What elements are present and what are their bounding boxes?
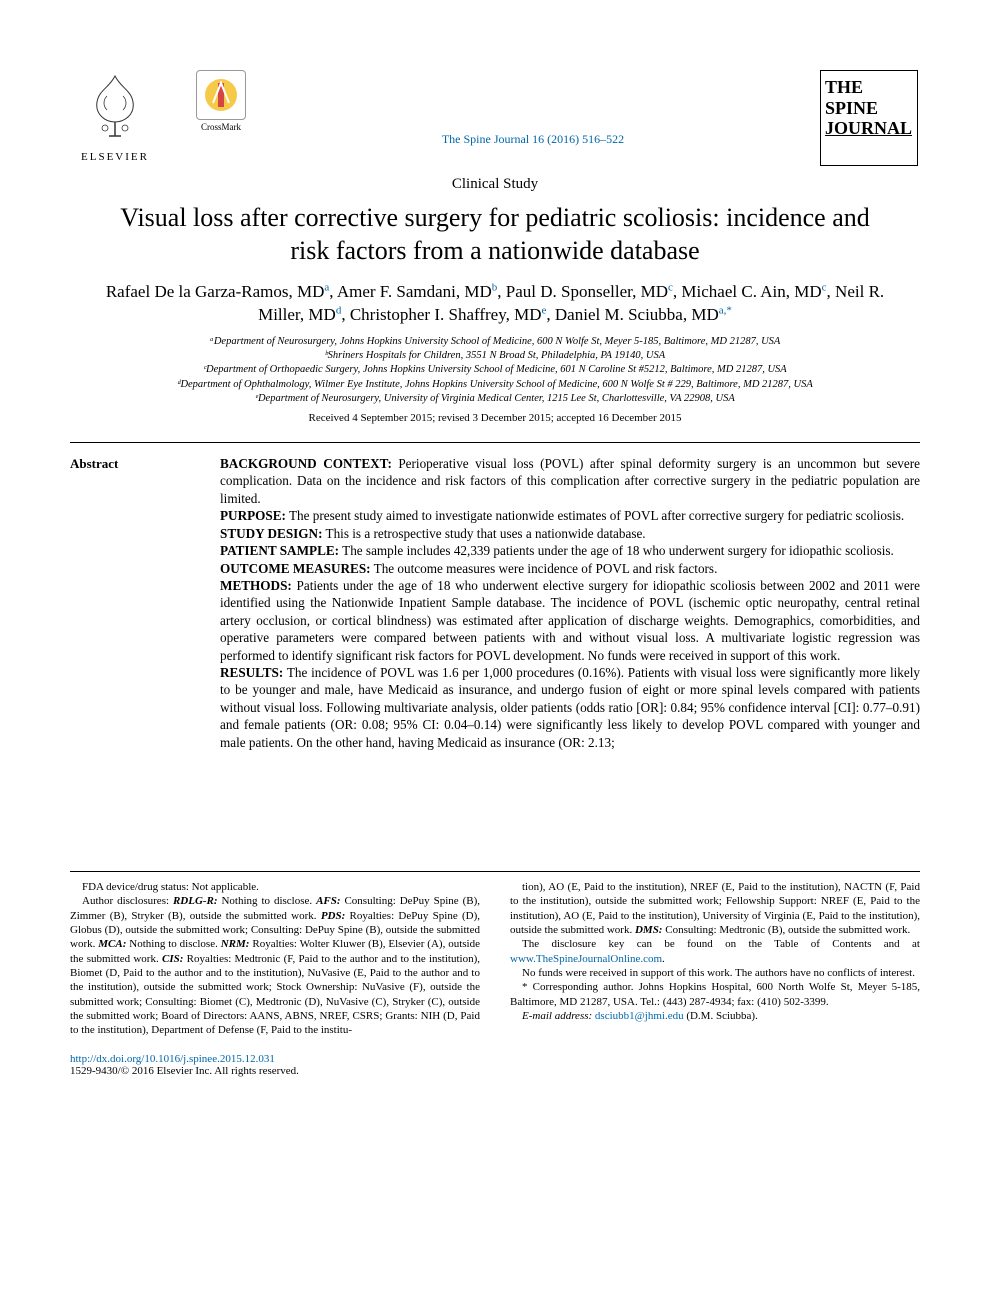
- article-dates: Received 4 September 2015; revised 3 Dec…: [70, 412, 920, 424]
- journal-reference-link[interactable]: The Spine Journal 16 (2016) 516–522: [442, 132, 624, 146]
- footnote-col-left: FDA device/drug status: Not applicable.A…: [70, 880, 480, 1037]
- journal-logo-line-2: SPINE: [825, 98, 913, 119]
- affiliations: ᵃDepartment of Neurosurgery, Johns Hopki…: [90, 335, 900, 406]
- publisher-label: ELSEVIER: [70, 151, 160, 163]
- journal-reference-area: The Spine Journal 16 (2016) 516–522: [246, 70, 820, 148]
- publisher-logo: ELSEVIER: [70, 70, 160, 163]
- abstract-body: BACKGROUND CONTEXT: Perioperative visual…: [220, 455, 920, 751]
- journal-logo-line-1: THE: [825, 77, 913, 98]
- footnote-col-right: tion), AO (E, Paid to the institution), …: [510, 880, 920, 1037]
- elsevier-tree-icon: [79, 70, 151, 142]
- journal-logo-line-3: JOURNAL: [825, 118, 913, 139]
- article-title: Visual loss after corrective surgery for…: [100, 201, 890, 268]
- abstract-block: Abstract BACKGROUND CONTEXT: Perioperati…: [70, 455, 920, 751]
- journal-logo: THE SPINE JOURNAL: [820, 70, 920, 166]
- copyright-text: 1529-9430/© 2016 Elsevier Inc. All right…: [70, 1065, 299, 1077]
- crossmark-badge[interactable]: CrossMark: [196, 70, 246, 132]
- header-row: ELSEVIER CrossMark The Spine Journal 16 …: [70, 70, 920, 166]
- bottom-meta: http://dx.doi.org/10.1016/j.spinee.2015.…: [70, 1053, 920, 1077]
- abstract-label: Abstract: [70, 455, 190, 751]
- author-list: Rafael De la Garza-Ramos, MDa, Amer F. S…: [90, 280, 900, 328]
- article-type: Clinical Study: [70, 176, 920, 193]
- journal-logo-box: THE SPINE JOURNAL: [820, 70, 918, 166]
- crossmark-icon: [196, 70, 246, 120]
- doi-link[interactable]: http://dx.doi.org/10.1016/j.spinee.2015.…: [70, 1053, 275, 1065]
- footnotes: FDA device/drug status: Not applicable.A…: [70, 871, 920, 1037]
- crossmark-label: CrossMark: [196, 122, 246, 132]
- separator-rule: [70, 442, 920, 443]
